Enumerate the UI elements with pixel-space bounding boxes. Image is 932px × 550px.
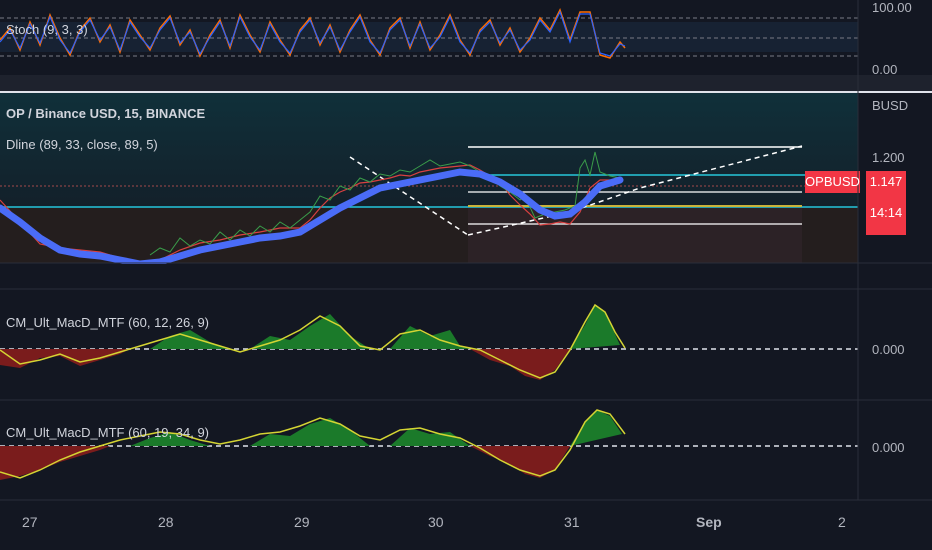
time-tick-28: 28 [158, 514, 174, 530]
macd1-zero-value: 0.000 [872, 342, 905, 357]
stoch-top-level: 100.00 [872, 0, 912, 15]
time-tick-31: 31 [564, 514, 580, 530]
symbol-badge: OPBUSD [805, 174, 860, 189]
price-level-1200: 1.200 [872, 150, 905, 165]
dline-indicator-label[interactable]: Dline (89, 33, close, 89, 5) [6, 137, 158, 152]
volume-pane [0, 264, 858, 290]
currency-label: BUSD [872, 98, 909, 113]
macd2-histogram-up [130, 410, 622, 446]
trendline-down [349, 156, 469, 236]
time-tick-30: 30 [428, 514, 444, 530]
time-tick-29: 29 [294, 514, 310, 530]
current-price: 1.147 [869, 174, 903, 189]
time-tick-sep: Sep [696, 514, 722, 530]
dline-curve [0, 168, 624, 268]
macd2-signal [0, 409, 626, 479]
macd1-histogram-up [150, 305, 620, 349]
macd2-zero-value: 0.000 [872, 440, 905, 455]
time-tick-27: 27 [22, 514, 38, 530]
macd1-histogram [0, 349, 130, 368]
stoch-k-line [0, 10, 626, 57]
time-tick-2: 2 [838, 514, 846, 530]
symbol-badge-bg [805, 171, 860, 193]
symbol-title[interactable]: OP / Binance USD, 15, BINANCE [6, 106, 206, 121]
stoch-bottom-level: 0.00 [872, 62, 898, 77]
pane-separator-1 [0, 75, 932, 91]
range-box [468, 208, 802, 263]
candles [149, 151, 621, 256]
trendline-up [467, 145, 803, 236]
stoch-label[interactable]: Stoch (9, 3, 3) [6, 22, 88, 37]
main-upper-zone [0, 93, 858, 208]
macd1-histogram-down [470, 349, 570, 380]
macd1-label[interactable]: CM_Ult_MacD_MTF (60, 12, 26, 9) [6, 315, 210, 330]
macd2-histogram-down [0, 446, 570, 480]
macd2-label[interactable]: CM_Ult_MacD_MTF (60, 19, 34, 9) [6, 425, 210, 440]
macd1-signal [0, 303, 626, 379]
bar-countdown: 14:14 [869, 205, 903, 220]
price-badge-bg [866, 171, 906, 235]
